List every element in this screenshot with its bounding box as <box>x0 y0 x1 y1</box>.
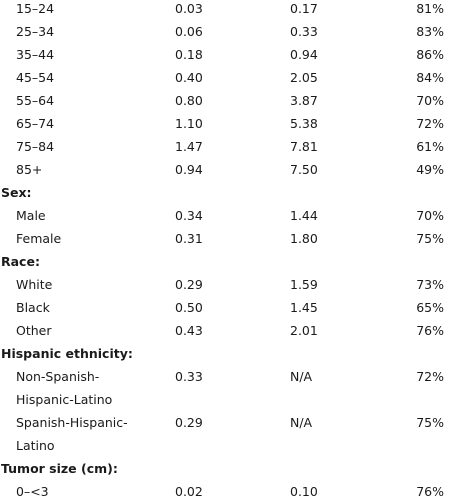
table-row: 0–<3 0.02 0.10 76% <box>0 480 474 503</box>
value-col-3: 73% <box>416 277 444 292</box>
value-col-1: 0.29 <box>175 277 203 292</box>
row-label: Female <box>16 231 62 246</box>
value-col-3: 86% <box>416 47 444 62</box>
table-row: 55–64 0.80 3.87 70% <box>0 89 474 112</box>
row-label: Male <box>16 208 46 223</box>
row-label: 75–84 <box>16 139 55 154</box>
section-header: Race: <box>1 254 40 269</box>
value-col-3: 49% <box>416 162 444 177</box>
section-header-row: Hispanic ethnicity: <box>0 342 474 365</box>
row-label: Spanish-Hispanic-Latino <box>16 415 128 453</box>
table-row: 45–54 0.40 2.05 84% <box>0 66 474 89</box>
row-label: 65–74 <box>16 116 55 131</box>
section-header: Tumor size (cm): <box>1 461 118 476</box>
section-header: Sex: <box>1 185 32 200</box>
value-col-3: 72% <box>416 369 444 384</box>
value-col-3: 76% <box>416 323 444 338</box>
value-col-1: 0.29 <box>175 415 203 430</box>
value-col-3: 76% <box>416 484 444 499</box>
value-col-2: 1.44 <box>290 208 318 223</box>
value-col-3: 65% <box>416 300 444 315</box>
table-row: Black 0.50 1.45 65% <box>0 296 474 319</box>
value-col-2: 5.38 <box>290 116 318 131</box>
value-col-2: 2.01 <box>290 323 318 338</box>
value-col-2: 0.33 <box>290 24 318 39</box>
table-row: 15–24 0.03 0.17 81% <box>0 0 474 20</box>
table-row: 75–84 1.47 7.81 61% <box>0 135 474 158</box>
value-col-3: 81% <box>416 1 444 16</box>
row-label: 85+ <box>16 162 43 177</box>
value-col-2: 7.50 <box>290 162 318 177</box>
row-label: Non-Spanish-Hispanic-Latino <box>16 369 113 407</box>
row-label: 35–44 <box>16 47 55 62</box>
row-label: 25–34 <box>16 24 55 39</box>
section-header-row: Tumor size (cm): <box>0 457 474 480</box>
value-col-3: 84% <box>416 70 444 85</box>
value-col-1: 0.31 <box>175 231 203 246</box>
table-row: Male 0.34 1.44 70% <box>0 204 474 227</box>
table-row: 25–34 0.06 0.33 83% <box>0 20 474 43</box>
value-col-2: 7.81 <box>290 139 318 154</box>
row-label: Black <box>16 300 50 315</box>
value-col-1: 0.33 <box>175 369 203 384</box>
section-header-row: Sex: <box>0 181 474 204</box>
value-col-3: 75% <box>416 415 444 430</box>
value-col-1: 1.47 <box>175 139 203 154</box>
row-label: 0–<3 <box>16 484 49 499</box>
value-col-2: 1.80 <box>290 231 318 246</box>
value-col-3: 70% <box>416 208 444 223</box>
value-col-3: 72% <box>416 116 444 131</box>
row-label: 45–54 <box>16 70 55 85</box>
value-col-1: 0.34 <box>175 208 203 223</box>
table-row: Female 0.31 1.80 75% <box>0 227 474 250</box>
row-label: 15–24 <box>16 1 55 16</box>
value-col-3: 70% <box>416 93 444 108</box>
value-col-1: 0.40 <box>175 70 203 85</box>
value-col-3: 83% <box>416 24 444 39</box>
value-col-2: 1.59 <box>290 277 318 292</box>
row-label: Other <box>16 323 52 338</box>
section-header: Hispanic ethnicity: <box>1 346 133 361</box>
value-col-1: 0.43 <box>175 323 203 338</box>
value-col-2: N/A <box>290 415 313 430</box>
section-header-row: Race: <box>0 250 474 273</box>
value-col-1: 0.94 <box>175 162 203 177</box>
value-col-2: 1.45 <box>290 300 318 315</box>
value-col-1: 0.03 <box>175 1 203 16</box>
table-row: 65–74 1.10 5.38 72% <box>0 112 474 135</box>
table-row: Spanish-Hispanic-Latino 0.29 N/A 75% <box>0 411 474 457</box>
value-col-1: 0.02 <box>175 484 203 499</box>
table-row: 85+ 0.94 7.50 49% <box>0 158 474 181</box>
value-col-1: 1.10 <box>175 116 203 131</box>
value-col-2: 0.10 <box>290 484 318 499</box>
value-col-1: 0.50 <box>175 300 203 315</box>
value-col-2: 2.05 <box>290 70 318 85</box>
value-col-2: 3.87 <box>290 93 318 108</box>
value-col-1: 0.06 <box>175 24 203 39</box>
table-row: 35–44 0.18 0.94 86% <box>0 43 474 66</box>
table-row: Other 0.43 2.01 76% <box>0 319 474 342</box>
value-col-2: 0.17 <box>290 1 318 16</box>
value-col-1: 0.80 <box>175 93 203 108</box>
value-col-2: N/A <box>290 369 313 384</box>
value-col-3: 61% <box>416 139 444 154</box>
value-col-1: 0.18 <box>175 47 203 62</box>
table-row: White 0.29 1.59 73% <box>0 273 474 296</box>
value-col-3: 75% <box>416 231 444 246</box>
value-col-2: 0.94 <box>290 47 318 62</box>
row-label: 55–64 <box>16 93 55 108</box>
row-label: White <box>16 277 53 292</box>
table-row: Non-Spanish-Hispanic-Latino 0.33 N/A 72% <box>0 365 474 411</box>
